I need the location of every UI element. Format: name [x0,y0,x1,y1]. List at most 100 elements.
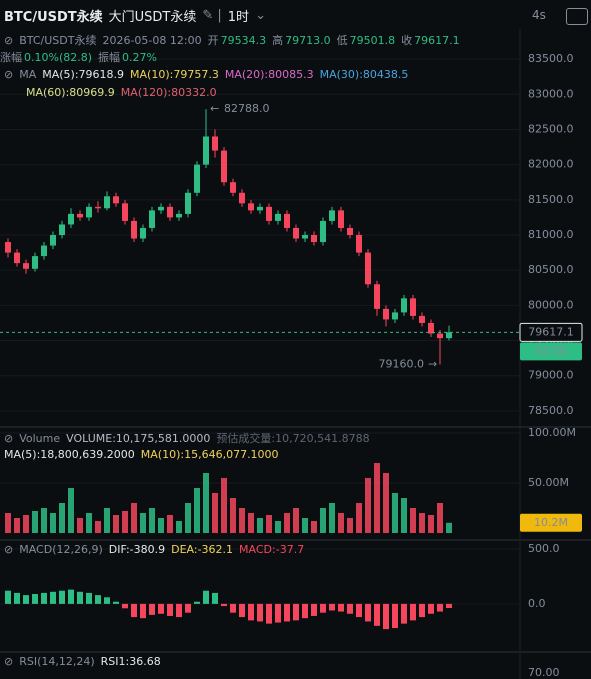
macd-bar [302,603,308,619]
macd-bar [383,603,389,630]
candle-body [284,213,290,228]
candle-body [419,315,425,323]
dropdown-arrow[interactable]: ⌄ [255,8,266,23]
volume-bar [266,515,272,533]
volume-bar [428,515,434,533]
ma-item: MA(120):80332.0 [120,86,217,99]
candle-body [167,206,173,218]
contract-name[interactable]: 大门USDT永续 [108,10,197,25]
y-tick-label: 82500.0 [528,122,574,135]
macd-bar [401,603,407,624]
candle-body [113,196,119,204]
change-label: 振幅 [98,51,121,64]
volume-ma-legend: MA(5):18,800,639.2000 MA(10):15,646,077.1… [4,448,279,461]
macd-bar [230,603,236,613]
y-tick-label: 70.00 [528,666,560,679]
volume-bar [374,463,380,533]
countdown-text: 02:58 [535,344,567,357]
macd-bar [257,603,263,622]
y-tick-label: 81000.0 [528,228,574,241]
candle-body [185,192,191,214]
candle-body [248,203,254,211]
macd-item: DEA:-362.1 [171,543,234,556]
macd-bar [23,595,29,604]
volume-bar [194,488,200,533]
macd-bar [86,592,92,604]
macd-bar [419,603,425,618]
y-tick-label: 50.00M [528,476,569,489]
y-tick-label: 82000.0 [528,158,574,171]
candle-body [59,224,65,235]
volume-bar [50,513,56,533]
ma-legend: ⊘ MA MA(5):79618.9 MA(10):79757.3 MA(20):8… [4,68,408,81]
volume-bar [5,513,11,533]
macd-bar [446,603,452,609]
change-row: 涨幅 0.10%(82.8) 振幅 0.27% [0,49,157,65]
volume-bar [59,503,65,533]
y-tick-label: 500.0 [528,542,560,555]
ohlc-value: 79534.3 [220,33,267,47]
collapse-icon[interactable]: ⊘ [4,68,14,81]
volume-bar [68,488,74,533]
candle-body [158,206,164,211]
volume-bar [311,521,317,533]
macd-bar [140,603,146,619]
candle-body [221,150,227,183]
ohlc-value: 79501.8 [349,33,396,47]
volume-bar [203,473,209,533]
candle-body [356,235,362,253]
volume-bar [383,473,389,533]
edit-icon[interactable]: ✎ | [202,8,222,23]
collapse-icon[interactable]: ⊘ [4,33,14,47]
macd-bar [266,603,272,624]
macd-bar [5,590,11,604]
ma-legend-2: MA(60):80969.9 MA(120):80332.0 [26,86,217,99]
countdown-tag [520,342,582,361]
collapse-icon[interactable]: ⊘ [4,543,14,556]
last-price-text: 79617.1 [528,325,574,338]
collapse-icon[interactable]: ⊘ [4,431,14,445]
ma-item: MA(60):80969.9 [26,86,115,99]
macd-bar [365,603,371,622]
volume-bar [131,503,137,533]
ma-item: MA(10):79757.3 [130,68,219,81]
volume-last-text: 10.2M [534,516,568,529]
candle-body [68,213,74,225]
macd-bar [311,603,317,616]
volume-bar [419,513,425,533]
macd-bar [158,603,164,614]
candle-body [14,252,20,264]
fullscreen-button[interactable] [566,8,588,25]
volume-bar [284,513,290,533]
low-label: 79160.0 [379,357,425,370]
collapse-icon[interactable]: ⊘ [4,655,14,668]
symbol-title[interactable]: BTC/USDT永续 [4,10,103,25]
macd-bar [284,603,290,622]
macd-bar [248,603,254,621]
volume-bar [257,518,263,533]
y-tick-label: 83000.0 [528,87,574,100]
volume-bar [95,521,101,533]
candle-body [86,206,92,218]
volume-ma-item: MA(5):18,800,639.2000 [4,448,135,461]
y-tick-label: 79000.0 [528,369,574,382]
volume-ma-item: MA(10):15,646,077.1000 [140,448,279,461]
candle-body [140,227,146,239]
interval-selector[interactable]: 1时 [227,10,250,25]
header-bar: BTC/USDT永续 大门USDT永续 ✎ | 1时 ⌄ [4,6,266,25]
candle-body [338,210,344,228]
candle-body [437,333,443,339]
ma-item: MA(20):80085.3 [224,68,314,81]
candle-body [257,206,263,211]
volume-bar [140,513,146,533]
candle-body [401,298,407,313]
candle-body [383,308,389,320]
volume-bar [401,498,407,533]
info-symbol: BTC/USDT永续 [19,34,97,47]
ma-label: MA [19,68,37,81]
volume-bar [167,515,173,533]
volume-bar [329,503,335,533]
volume-bar [446,522,452,533]
